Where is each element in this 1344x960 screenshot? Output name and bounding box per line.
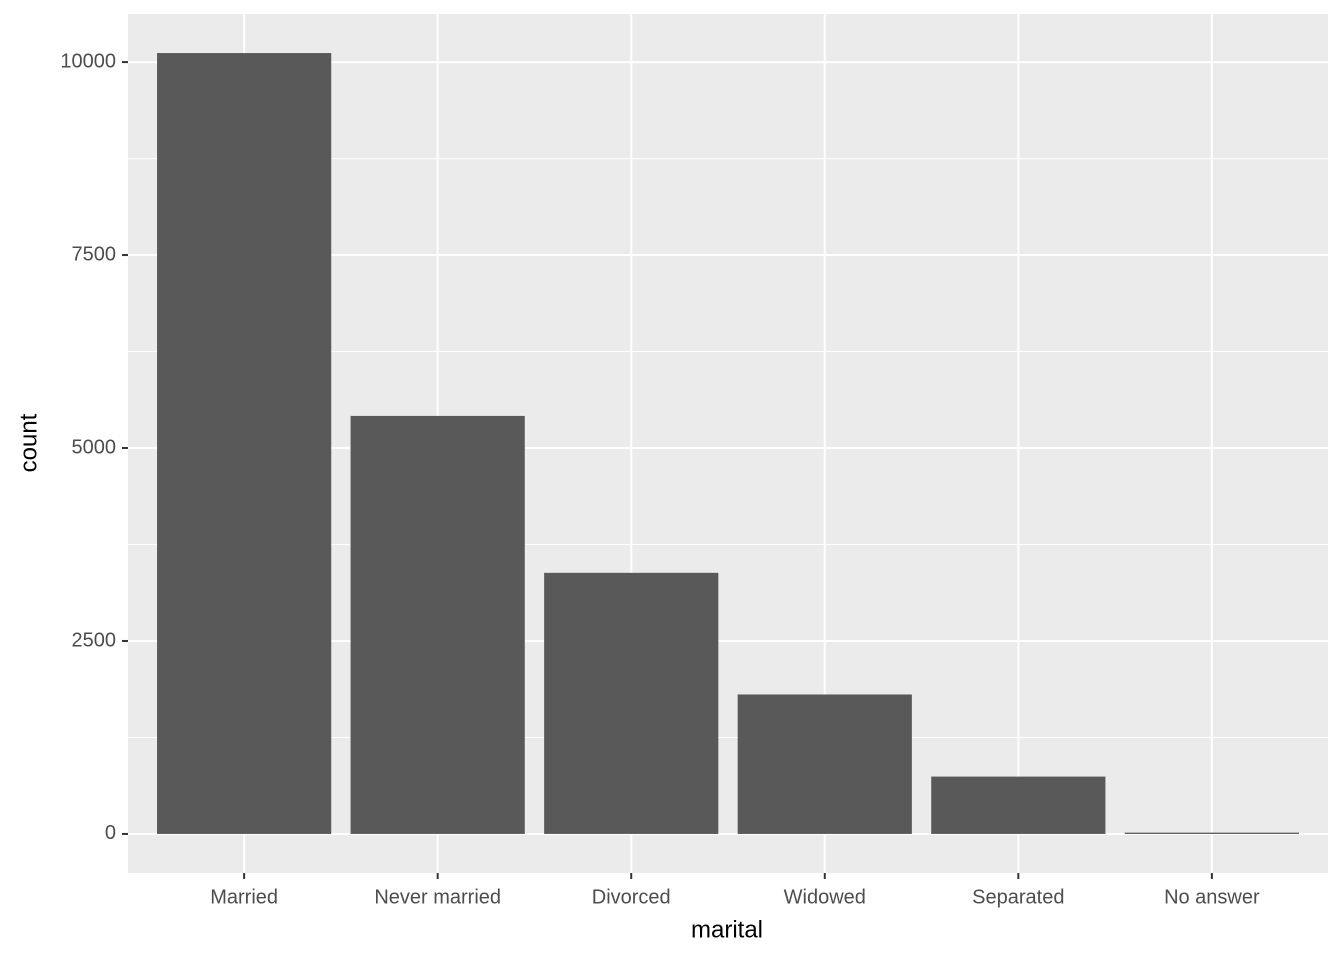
bar <box>157 53 332 834</box>
bar <box>737 694 912 834</box>
y-tick-label: 2500 <box>72 629 117 651</box>
x-tick-label: Never married <box>374 886 501 908</box>
bar <box>350 415 525 834</box>
y-tick-label: 7500 <box>72 243 117 265</box>
y-tick-label: 10000 <box>60 50 116 72</box>
y-tick-label: 5000 <box>72 436 117 458</box>
x-tick-label: No answer <box>1164 886 1260 908</box>
x-tick-label: Married <box>210 886 278 908</box>
bar <box>544 572 719 834</box>
x-tick-label: Widowed <box>784 886 866 908</box>
x-tick-label: Divorced <box>592 886 671 908</box>
bar <box>931 776 1106 834</box>
x-axis-title: marital <box>691 916 763 943</box>
bar <box>1124 832 1299 834</box>
y-axis-title: count <box>15 413 42 472</box>
x-tick-label: Separated <box>972 886 1064 908</box>
y-tick-label: 0 <box>105 822 116 844</box>
